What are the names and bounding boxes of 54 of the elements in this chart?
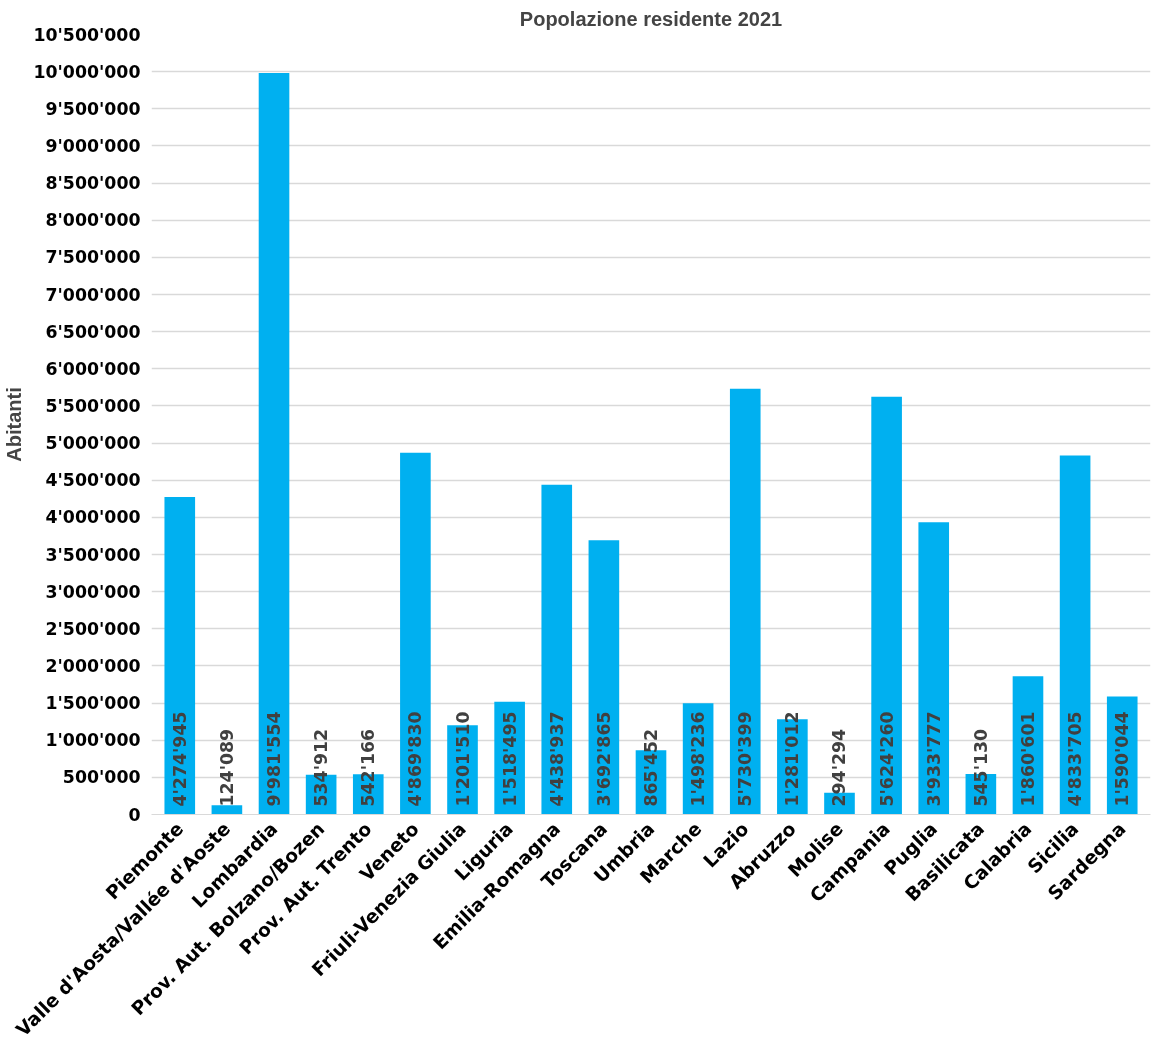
data-label: 9'981'554 bbox=[264, 711, 285, 807]
data-label: 4'869'830 bbox=[405, 711, 426, 807]
y-tick-label: 500'000 bbox=[62, 767, 141, 788]
bar bbox=[211, 805, 243, 815]
data-label: 542'166 bbox=[358, 728, 379, 807]
y-tick-label: 4'000'000 bbox=[45, 507, 141, 528]
data-label: 534'912 bbox=[311, 728, 332, 807]
data-label: 3'933'777 bbox=[923, 711, 944, 807]
y-tick-label: 2'500'000 bbox=[45, 618, 141, 639]
bar bbox=[1059, 455, 1091, 815]
data-label: 545'130 bbox=[970, 728, 991, 807]
data-label: 5'730'399 bbox=[735, 711, 756, 807]
y-axis-title: Abitanti bbox=[3, 387, 26, 462]
y-tick-label: 10'500'000 bbox=[33, 24, 141, 45]
y-tick-label: 5'500'000 bbox=[45, 395, 141, 416]
y-tick-label: 2'000'000 bbox=[45, 655, 141, 676]
data-label: 1'590'044 bbox=[1112, 711, 1133, 807]
y-tick-label: 0 bbox=[128, 804, 141, 825]
data-label: 4'438'937 bbox=[546, 711, 567, 807]
y-tick-label: 1'500'000 bbox=[45, 693, 141, 714]
y-tick-label: 7'000'000 bbox=[45, 284, 141, 305]
y-tick-label: 6'000'000 bbox=[45, 358, 141, 379]
y-tick-label: 1'000'000 bbox=[45, 730, 141, 751]
data-label: 4'833'705 bbox=[1065, 711, 1086, 807]
y-tick-label: 9'500'000 bbox=[45, 98, 141, 119]
bar bbox=[871, 396, 902, 815]
data-label: 4'274'945 bbox=[169, 711, 190, 807]
data-label: 1'281'012 bbox=[782, 711, 803, 807]
y-tick-label: 8'000'000 bbox=[45, 210, 141, 231]
data-label: 5'624'260 bbox=[876, 711, 897, 807]
y-tick-label: 3'500'000 bbox=[45, 544, 141, 565]
bar bbox=[258, 73, 290, 815]
data-label: 294'294 bbox=[829, 728, 850, 807]
bar bbox=[918, 522, 950, 815]
y-tick-label: 10'000'000 bbox=[33, 61, 141, 82]
data-label: 1'518'495 bbox=[499, 711, 520, 807]
y-tick-label: 9'000'000 bbox=[45, 135, 141, 156]
data-label: 124'089 bbox=[216, 728, 237, 807]
y-tick-label: 8'500'000 bbox=[45, 173, 141, 194]
bar bbox=[400, 452, 431, 815]
y-tick-label: 7'500'000 bbox=[45, 247, 141, 268]
chart-title: Popolazione residente 2021 bbox=[519, 7, 783, 30]
y-tick-label: 4'500'000 bbox=[45, 470, 141, 491]
bar bbox=[541, 484, 573, 815]
bar bbox=[729, 388, 761, 815]
y-tick-label: 6'500'000 bbox=[45, 321, 141, 342]
y-tick-label: 5'000'000 bbox=[45, 433, 141, 454]
data-label: 1'201'510 bbox=[452, 711, 473, 807]
data-label: 3'692'865 bbox=[593, 711, 614, 807]
data-label: 1'498'236 bbox=[688, 711, 709, 807]
data-label: 865'452 bbox=[641, 728, 661, 807]
y-tick-label: 3'000'000 bbox=[45, 581, 141, 602]
data-label: 1'860'601 bbox=[1017, 711, 1038, 807]
bar bbox=[164, 496, 196, 815]
